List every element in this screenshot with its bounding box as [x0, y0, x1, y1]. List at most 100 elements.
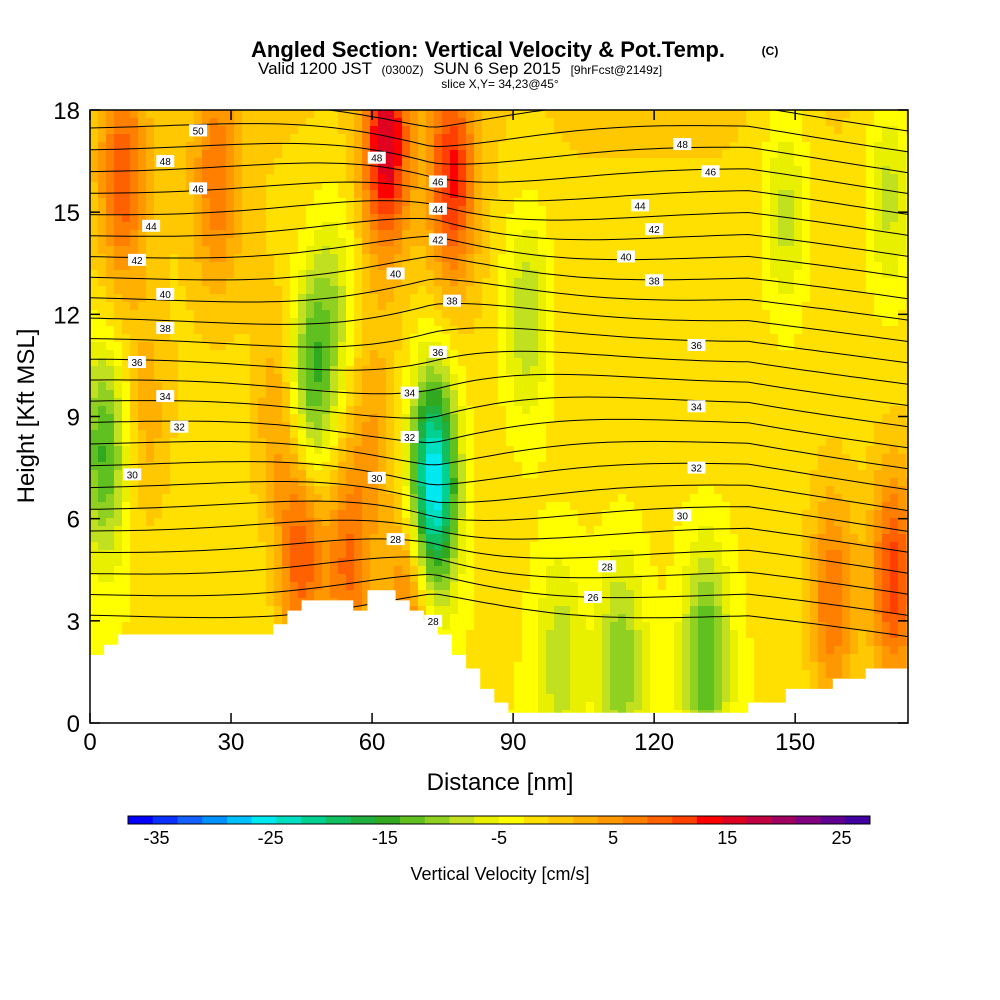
velocity-cell — [546, 622, 555, 631]
velocity-cell — [586, 502, 595, 511]
velocity-cell — [562, 478, 571, 487]
velocity-cell — [442, 446, 451, 455]
velocity-cell — [194, 494, 203, 503]
velocity-cell — [562, 238, 571, 247]
velocity-cell — [402, 446, 411, 455]
velocity-cell — [162, 630, 171, 639]
velocity-cell — [594, 278, 603, 287]
velocity-cell — [482, 118, 491, 127]
slice-label: slice X,Y= 34,23@45° — [441, 77, 559, 91]
velocity-cell — [98, 398, 107, 407]
velocity-cell — [178, 542, 187, 551]
velocity-cell — [218, 582, 227, 591]
velocity-cell — [490, 270, 499, 279]
velocity-cell — [314, 254, 323, 263]
velocity-cell — [530, 470, 539, 479]
velocity-cell — [466, 534, 475, 543]
velocity-cell — [242, 494, 251, 503]
velocity-cell — [378, 374, 387, 383]
velocity-cell — [322, 118, 331, 127]
velocity-cell — [154, 110, 163, 119]
velocity-cell — [474, 446, 483, 455]
velocity-cell — [458, 646, 467, 655]
velocity-cell — [554, 150, 563, 159]
velocity-cell — [154, 174, 163, 183]
velocity-cell — [402, 454, 411, 463]
velocity-cell — [522, 142, 531, 151]
velocity-cell — [522, 678, 531, 687]
velocity-cell — [186, 134, 195, 143]
velocity-cell — [450, 582, 459, 591]
velocity-cell — [178, 494, 187, 503]
velocity-cell — [410, 366, 419, 375]
velocity-cell — [410, 358, 419, 367]
velocity-cell — [330, 174, 339, 183]
velocity-cell — [346, 118, 355, 127]
velocity-cell — [546, 454, 555, 463]
velocity-cell — [522, 486, 531, 495]
velocity-cell — [202, 406, 211, 415]
velocity-cell — [538, 318, 547, 327]
velocity-cell — [114, 398, 123, 407]
velocity-cell — [346, 438, 355, 447]
velocity-cell — [354, 382, 363, 391]
velocity-cell — [114, 406, 123, 415]
velocity-cell — [250, 630, 259, 639]
velocity-cell — [170, 166, 179, 175]
velocity-cell — [530, 294, 539, 303]
velocity-cell — [434, 198, 443, 207]
velocity-cell — [194, 390, 203, 399]
velocity-cell — [290, 278, 299, 287]
velocity-cell — [226, 510, 235, 519]
velocity-cell — [394, 470, 403, 479]
velocity-cell — [466, 270, 475, 279]
velocity-cell — [522, 670, 531, 679]
velocity-cell — [474, 518, 483, 527]
velocity-cell — [138, 542, 147, 551]
velocity-cell — [586, 158, 595, 167]
velocity-cell — [250, 118, 259, 127]
velocity-cell — [194, 462, 203, 471]
velocity-cell — [258, 566, 267, 575]
velocity-cell — [282, 294, 291, 303]
velocity-cell — [178, 382, 187, 391]
velocity-cell — [138, 302, 147, 311]
velocity-cell — [106, 414, 115, 423]
velocity-cell — [570, 406, 579, 415]
velocity-cell — [458, 502, 467, 511]
velocity-cell — [586, 558, 595, 567]
velocity-cell — [354, 158, 363, 167]
velocity-cell — [130, 590, 139, 599]
velocity-cell — [530, 638, 539, 647]
velocity-cell — [450, 134, 459, 143]
velocity-cell — [562, 446, 571, 455]
velocity-cell — [538, 566, 547, 575]
velocity-cell — [130, 510, 139, 519]
velocity-cell — [394, 358, 403, 367]
velocity-cell — [138, 278, 147, 287]
velocity-cell — [362, 262, 371, 271]
velocity-cell — [498, 414, 507, 423]
velocity-cell — [298, 374, 307, 383]
velocity-cell — [514, 206, 523, 215]
velocity-cell — [330, 150, 339, 159]
velocity-cell — [242, 166, 251, 175]
velocity-cell — [418, 230, 427, 239]
velocity-cell — [154, 630, 163, 639]
velocity-cell — [226, 342, 235, 351]
velocity-cell — [138, 478, 147, 487]
velocity-cell — [578, 462, 587, 471]
velocity-cell — [218, 422, 227, 431]
velocity-cell — [514, 622, 523, 631]
velocity-cell — [314, 438, 323, 447]
velocity-cell — [194, 398, 203, 407]
velocity-cell — [362, 310, 371, 319]
velocity-cell — [546, 550, 555, 559]
velocity-cell — [514, 278, 523, 287]
velocity-cell — [146, 182, 155, 191]
velocity-cell — [530, 430, 539, 439]
velocity-cell — [282, 318, 291, 327]
velocity-cell — [186, 214, 195, 223]
velocity-cell — [538, 614, 547, 623]
velocity-cell — [458, 566, 467, 575]
